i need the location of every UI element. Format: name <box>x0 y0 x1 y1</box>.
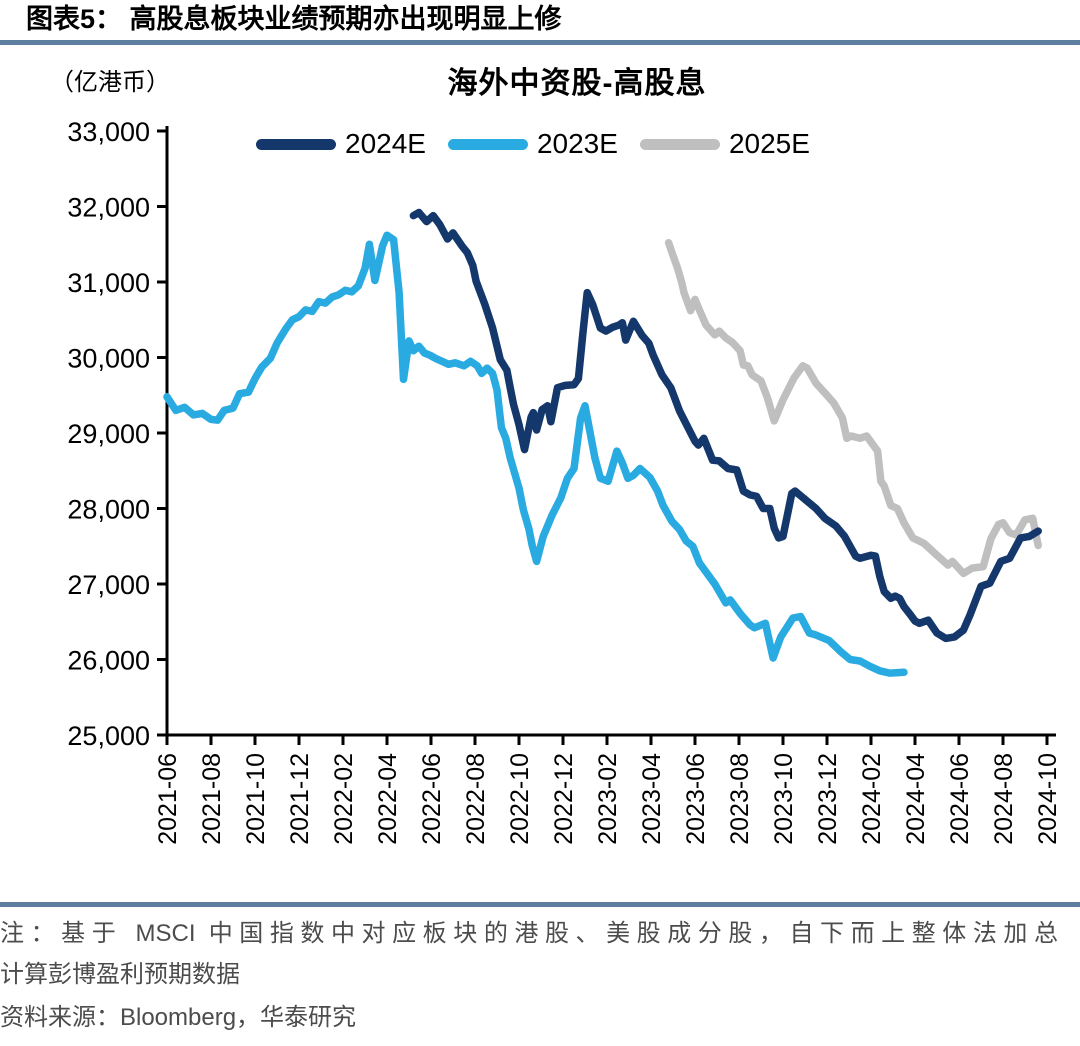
x-tick-label: 2021-06 <box>154 753 182 845</box>
legend-swatch-2025E <box>639 138 720 150</box>
x-tick-label: 2022-04 <box>374 753 402 845</box>
source-line: 资料来源：Bloomberg，华泰研究 <box>0 1004 357 1031</box>
x-tick-label: 2024-06 <box>946 753 974 845</box>
y-tick-label: 26,000 <box>67 646 150 676</box>
x-tick-label: 2024-02 <box>858 753 886 845</box>
chart-title: 海外中资股-高股息 <box>447 67 707 100</box>
x-tick-label: 2023-02 <box>594 753 622 845</box>
legend-swatch-2023E <box>447 138 528 150</box>
y-tick-label: 27,000 <box>67 570 150 600</box>
y-tick-label: 30,000 <box>67 344 150 374</box>
footnote-line-1: 注：基于 MSCI 中国指数中对应板块的港股、美股成分股，自下而上整体法加总 <box>0 920 1058 947</box>
x-tick-label: 2024-08 <box>990 753 1018 845</box>
series-line-2023E <box>163 231 908 677</box>
x-tick-label: 2021-08 <box>198 753 226 845</box>
x-tick-label: 2023-04 <box>638 753 666 845</box>
x-tick-label: 2021-10 <box>242 753 270 845</box>
y-tick-label: 28,000 <box>67 495 150 525</box>
y-tick-label: 31,000 <box>67 268 150 298</box>
x-tick-label: 2024-10 <box>1034 753 1062 845</box>
y-tick-label: 29,000 <box>67 419 150 449</box>
y-tick-label: 32,000 <box>67 193 150 223</box>
figure-number: 图表5： <box>26 4 123 34</box>
x-tick-label: 2022-06 <box>418 753 446 845</box>
x-tick-label: 2023-10 <box>770 753 798 845</box>
legend-label-2023E: 2023E <box>536 128 618 159</box>
y-tick-label: 33,000 <box>67 117 150 147</box>
figure-title: 高股息板块业绩预期亦出现明显上修 <box>129 4 562 34</box>
legend-label-2024E: 2024E <box>345 128 426 159</box>
x-tick-label: 2022-08 <box>462 753 490 845</box>
figure-header: 图表5： 高股息板块业绩预期亦出现明显上修 <box>0 0 1080 45</box>
x-tick-label: 2021-12 <box>286 753 314 845</box>
y-tick-label: 25,000 <box>67 721 150 751</box>
x-tick-label: 2022-10 <box>506 753 534 845</box>
footnote-block: 注：基于 MSCI 中国指数中对应板块的港股、美股成分股，自下而上整体法加总 计… <box>0 902 1080 1038</box>
legend: 2024E 2023E 2025E <box>256 128 810 160</box>
series-line-2024E <box>409 208 1042 643</box>
footnote-line-2: 计算彭博盈利预期数据 <box>0 961 240 988</box>
x-tick-label: 2022-02 <box>330 753 358 845</box>
x-tick-label: 2022-12 <box>550 753 578 845</box>
axis-lines <box>165 126 1056 737</box>
legend-label-2025E: 2025E <box>728 128 810 159</box>
legend-item-2023E: 2023E <box>447 128 618 160</box>
legend-item-2025E: 2025E <box>639 128 810 160</box>
series-line-2025E <box>664 238 1042 578</box>
y-axis-unit-label: （亿港币） <box>50 69 170 96</box>
legend-item-2024E: 2024E <box>256 128 426 160</box>
x-tick-label: 2023-08 <box>726 753 754 845</box>
plot-area: 25,000 26,000 27,000 28,000 29,000 30,000 31,0… <box>67 117 1062 845</box>
x-tick-label: 2023-12 <box>814 753 842 845</box>
x-tick-label: 2023-06 <box>682 753 710 845</box>
legend-swatch-2024E <box>256 138 336 150</box>
x-tick-label: 2024-04 <box>902 753 930 845</box>
